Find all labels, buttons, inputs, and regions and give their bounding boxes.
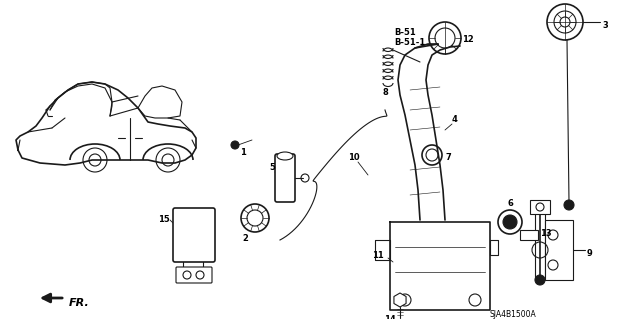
FancyBboxPatch shape	[176, 267, 212, 283]
Text: B-51-1: B-51-1	[394, 38, 425, 47]
Text: 12: 12	[462, 35, 474, 44]
Circle shape	[231, 141, 239, 149]
Text: 14: 14	[384, 315, 396, 319]
FancyBboxPatch shape	[173, 208, 215, 262]
Text: 1: 1	[240, 148, 246, 157]
Circle shape	[503, 215, 517, 229]
Polygon shape	[394, 293, 406, 307]
Text: SJA4B1500A: SJA4B1500A	[490, 310, 537, 319]
Bar	[545, 220, 573, 280]
Text: 11: 11	[372, 250, 384, 259]
Text: 8: 8	[382, 88, 388, 97]
Bar	[530, 200, 550, 214]
Text: B-51: B-51	[394, 28, 416, 37]
Ellipse shape	[277, 152, 293, 160]
Text: 7: 7	[445, 153, 451, 162]
FancyBboxPatch shape	[275, 154, 295, 202]
Text: 13: 13	[540, 229, 552, 239]
Bar	[520, 230, 538, 240]
Circle shape	[564, 200, 574, 210]
Circle shape	[535, 275, 545, 285]
Text: 6: 6	[507, 199, 513, 208]
Text: 10: 10	[348, 153, 360, 162]
Text: 2: 2	[242, 234, 248, 243]
Text: 9: 9	[587, 249, 593, 257]
Text: 4: 4	[452, 115, 458, 124]
Text: 3: 3	[602, 20, 608, 29]
Text: 15: 15	[158, 215, 170, 224]
Text: 5: 5	[269, 164, 275, 173]
Text: FR.: FR.	[69, 298, 90, 308]
